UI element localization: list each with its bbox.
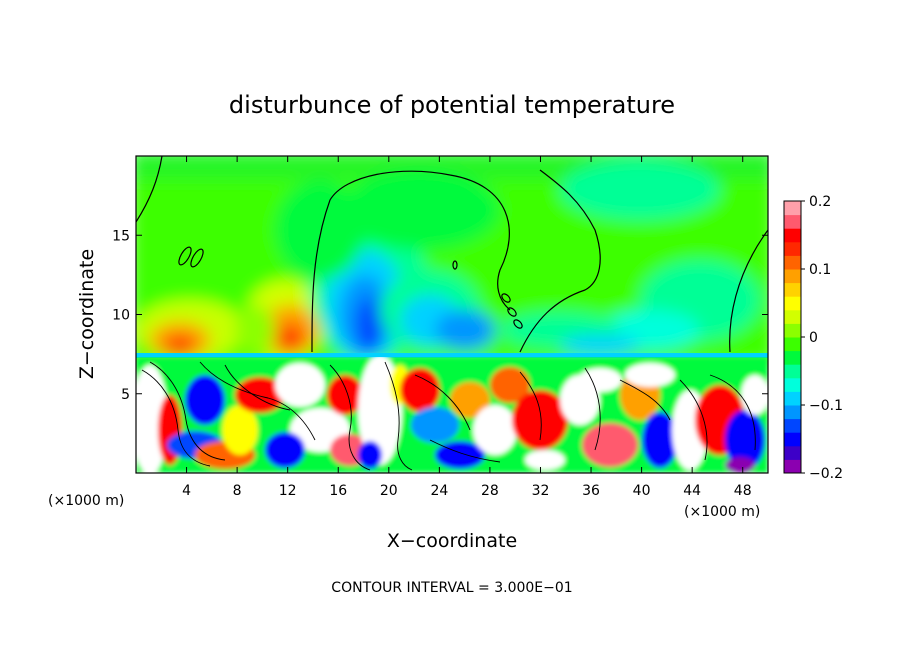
x-tick-label: 8 [233, 483, 242, 499]
contour-lines [136, 156, 768, 353]
lower-field [136, 357, 768, 473]
colorbar-swatch [784, 364, 801, 379]
x-tick-label: 24 [430, 483, 448, 499]
colorbar-swatch [784, 201, 801, 216]
y-tick-label: 10 [112, 308, 130, 324]
colorbar: 0.2 0.1 0 −0.1 −0.2 [783, 194, 843, 482]
interface-band [136, 353, 768, 358]
contour-interval-text: CONTOUR INTERVAL = 3.000E−01 [331, 580, 572, 596]
y-axis-label: Z−coordinate [76, 249, 98, 379]
colorbar-swatch [784, 418, 801, 433]
y-tick-label: 5 [121, 387, 130, 403]
x-tick-label: 36 [582, 483, 600, 499]
colorbar-swatch [784, 255, 801, 270]
x-tick-label: 44 [683, 483, 701, 499]
colorbar-swatch [784, 241, 801, 256]
colorbar-tick-label: 0.1 [809, 262, 831, 278]
colorbar-swatch [784, 391, 801, 406]
colorbar-swatch [784, 377, 801, 392]
colorbar-swatch [784, 405, 801, 420]
colorbar-swatch [784, 282, 801, 297]
y-axis: 5 10 15 [112, 228, 768, 403]
colorbar-swatch [784, 459, 801, 474]
y-tick-label: 15 [112, 228, 130, 244]
colorbar-swatch [784, 350, 801, 365]
x-tick-label: 20 [380, 483, 398, 499]
x-tick-label: 4 [182, 483, 191, 499]
x-axis: 4 8 12 16 20 24 28 32 36 40 44 48 [182, 156, 752, 499]
x-unit-right: (×1000 m) [684, 504, 760, 520]
colorbar-swatch [784, 228, 801, 243]
colorbar-swatch [784, 432, 801, 447]
colorbar-swatch [784, 214, 801, 229]
x-axis-label: X−coordinate [387, 530, 517, 552]
x-tick-label: 16 [329, 483, 347, 499]
x-tick-label: 12 [279, 483, 297, 499]
colorbar-swatch [784, 337, 801, 352]
colorbar-tick-label: 0.2 [809, 194, 831, 210]
x-tick-label: 28 [481, 483, 499, 499]
chart-title: disturbunce of potential temperature [229, 91, 675, 119]
colorbar-swatch [784, 269, 801, 284]
x-unit-left: (×1000 m) [48, 493, 124, 509]
colorbar-tick-label: 0 [809, 330, 818, 346]
x-tick-label: 40 [633, 483, 651, 499]
plot-area [135, 155, 769, 474]
colorbar-swatch [784, 323, 801, 338]
x-tick-label: 48 [734, 483, 752, 499]
colorbar-swatch [784, 309, 801, 324]
colorbar-swatch [784, 445, 801, 460]
upper-field [136, 156, 768, 365]
colorbar-swatch [784, 296, 801, 311]
colorbar-tick-label: −0.2 [809, 466, 843, 482]
x-tick-label: 32 [532, 483, 550, 499]
colorbar-tick-label: −0.1 [809, 398, 843, 414]
